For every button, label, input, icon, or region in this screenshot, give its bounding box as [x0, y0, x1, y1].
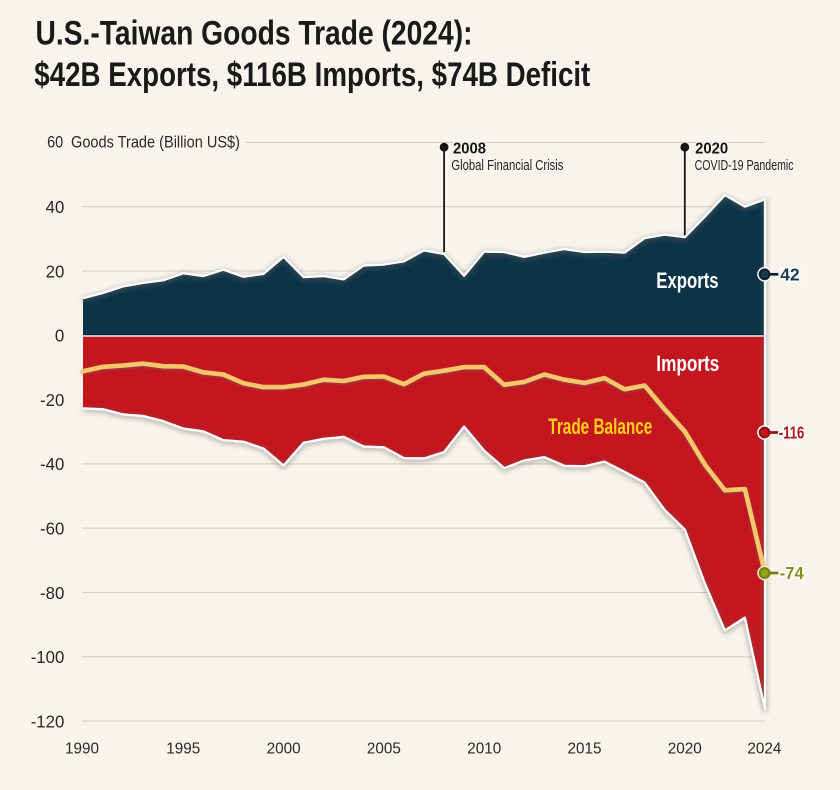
- svg-text:2015: 2015: [568, 741, 602, 758]
- svg-text:20: 20: [46, 261, 65, 281]
- svg-text:2005: 2005: [367, 741, 401, 758]
- svg-text:42: 42: [780, 265, 799, 285]
- svg-text:2010: 2010: [467, 741, 501, 758]
- svg-text:-116: -116: [779, 423, 805, 443]
- svg-text:2024: 2024: [747, 741, 781, 758]
- svg-text:1995: 1995: [166, 741, 200, 758]
- svg-text:U.S.-Taiwan Goods Trade (2024): U.S.-Taiwan Goods Trade (2024):: [36, 15, 473, 53]
- svg-text:60: 60: [47, 134, 63, 152]
- svg-text:Global Financial Crisis: Global Financial Crisis: [451, 158, 563, 174]
- svg-text:Exports: Exports: [656, 268, 718, 293]
- svg-text:1990: 1990: [65, 741, 99, 758]
- svg-text:Trade Balance: Trade Balance: [548, 414, 652, 439]
- svg-text:0: 0: [55, 326, 65, 346]
- svg-text:-60: -60: [40, 519, 65, 539]
- svg-text:COVID-19 Pandemic: COVID-19 Pandemic: [695, 158, 794, 174]
- svg-text:-80: -80: [40, 583, 65, 603]
- svg-text:2020: 2020: [695, 141, 728, 158]
- svg-text:-20: -20: [40, 390, 65, 410]
- svg-text:-120: -120: [31, 711, 65, 731]
- svg-text:-74: -74: [780, 563, 805, 583]
- svg-text:2000: 2000: [267, 741, 301, 758]
- svg-text:$42B Exports, $116B Imports, $: $42B Exports, $116B Imports, $74B Defici…: [34, 56, 590, 94]
- svg-text:2008: 2008: [453, 141, 486, 158]
- svg-text:Imports: Imports: [656, 351, 719, 376]
- svg-text:-100: -100: [31, 647, 65, 667]
- svg-text:40: 40: [46, 197, 65, 217]
- svg-text:2020: 2020: [668, 741, 702, 758]
- svg-text:-40: -40: [40, 454, 65, 474]
- svg-text:Goods Trade (Billion US$): Goods Trade (Billion US$): [71, 134, 240, 152]
